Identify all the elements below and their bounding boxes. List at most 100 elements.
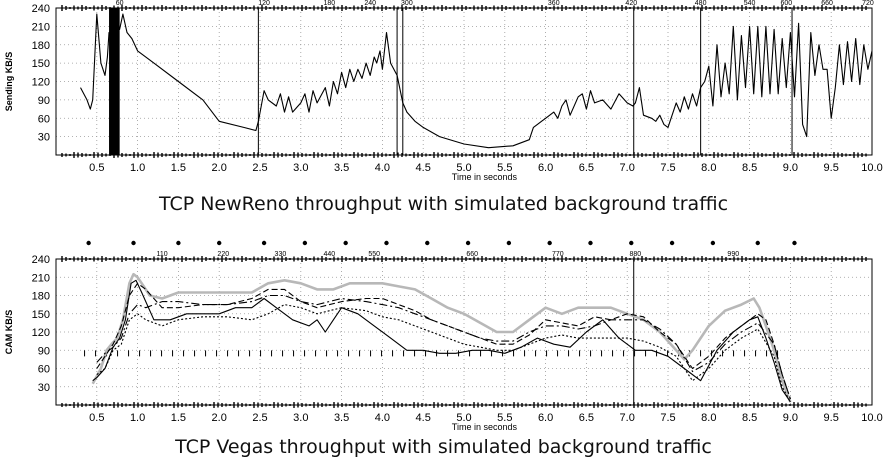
vegas-xtick-label: 3.5 (334, 412, 349, 424)
vegas-top-label: 660 (466, 251, 478, 258)
vegas-chart: 30 60 90 120 150 180 210 240 0.5 1.0 1.5 2.0 2.5 3.0 3… (4, 240, 883, 432)
vegas-event-dot (86, 240, 91, 246)
newreno-xtick-label: 1.5 (171, 162, 186, 174)
vegas-top-label: 880 (630, 251, 642, 258)
vegas-xtick-label: 1.5 (171, 412, 186, 424)
vegas-series-flow-3 (96, 304, 791, 403)
newreno-xtick-label: 9.5 (824, 162, 839, 174)
newreno-chart: 30 60 90 120 150 180 210 240 0.5 1.0 1.5 2.0 2.5 3.0 3… (4, 0, 883, 182)
newreno-dense-block (109, 8, 120, 155)
vegas-plot-frame (55, 258, 873, 406)
newreno-xtick-label: 3.0 (293, 162, 308, 174)
vegas-top-label: 440 (324, 251, 336, 258)
vegas-event-dot (629, 240, 634, 246)
newreno-ytick-label: 210 (32, 21, 50, 33)
newreno-top-label: 420 (625, 0, 637, 7)
vegas-xtick-label: 8.5 (742, 412, 757, 424)
vegas-event-dot (547, 240, 552, 246)
vegas-event-dot (425, 240, 430, 246)
newreno-xtick-label: 2.5 (252, 162, 267, 174)
newreno-xtick-label: 8.5 (742, 162, 757, 174)
newreno-event-ticks-bottom (61, 152, 867, 158)
vegas-event-dot (710, 240, 716, 246)
newreno-xtick-label: 0.5 (89, 162, 104, 174)
vegas-xtick-label: 5.5 (497, 412, 512, 424)
newreno-top-label: 240 (364, 0, 376, 7)
vegas-rtt-ticks (84, 350, 779, 357)
vegas-event-dot (792, 240, 797, 246)
vegas-event-dot (755, 240, 760, 246)
vegas-ytick-label: 240 (32, 254, 50, 266)
vegas-event-ticks-bottom (61, 402, 867, 408)
newreno-ytick-label: 240 (32, 3, 50, 15)
newreno-xtick-label: 6.5 (579, 162, 594, 174)
newreno-ytick-label: 30 (38, 132, 50, 144)
vegas-event-dot (465, 240, 471, 246)
newreno-xtick-label: 9.0 (783, 162, 798, 174)
vegas-top-label: 990 (727, 251, 739, 258)
vegas-xtick-label: 10.0 (861, 412, 882, 424)
newreno-event-ticks-top (61, 5, 867, 11)
newreno-xtick-label: 3.5 (334, 162, 349, 174)
vegas-xtick-label: 6.0 (538, 412, 553, 424)
newreno-top-label: 300 (401, 0, 413, 7)
newreno-xtick-label: 5.5 (497, 162, 512, 174)
newreno-ytick-label: 180 (32, 40, 50, 52)
vegas-ytick-label: 120 (32, 327, 50, 339)
newreno-top-label: 480 (695, 0, 707, 7)
newreno-top-label: 120 (258, 0, 270, 7)
vegas-series-aggregate (91, 272, 792, 403)
newreno-x-axis-label: Time in seconds (452, 172, 518, 182)
newreno-ytick-label: 90 (38, 95, 50, 107)
vegas-top-label: 110 (156, 251, 167, 258)
vegas-xtick-label: 3.0 (293, 412, 308, 424)
vegas-ytick-label: 210 (32, 272, 50, 284)
vegas-event-dot (669, 240, 675, 246)
vegas-xtick-label: 1.0 (130, 412, 145, 424)
vegas-top-label: 770 (552, 251, 564, 258)
newreno-xtick-label: 4.5 (416, 162, 431, 174)
vegas-xtick-label: 9.5 (824, 412, 839, 424)
newreno-top-label: 60 (116, 0, 124, 7)
vegas-xtick-label: 5.0 (456, 412, 471, 424)
vegas-xtick-label: 2.5 (252, 412, 267, 424)
vegas-ytick-label: 180 (32, 291, 50, 303)
vegas-event-dot (506, 240, 512, 246)
vegas-ytick-label: 30 (38, 382, 50, 394)
newreno-top-label: 660 (821, 0, 833, 7)
vegas-event-ticks-top (61, 256, 867, 262)
newreno-xtick-label: 4.0 (375, 162, 390, 174)
newreno-ytick-label: 60 (38, 113, 50, 125)
vegas-top-label: 220 (217, 251, 229, 258)
vegas-event-dot (384, 240, 389, 246)
newreno-xtick-label: 2.0 (212, 162, 227, 174)
vegas-y-axis-label: CAM KB/S (4, 310, 14, 355)
vegas-xtick-label: 8.0 (701, 412, 716, 424)
vegas-event-dot (261, 240, 267, 246)
vegas-xtick-label: 7.0 (620, 412, 635, 424)
newreno-plot-frame (55, 7, 873, 156)
vegas-xtick-label: 0.5 (89, 412, 104, 424)
vegas-series-flow-4 (96, 294, 791, 400)
vegas-ytick-label: 60 (38, 364, 50, 376)
vegas-xtick-label: 6.5 (579, 412, 594, 424)
vegas-xtick-label: 4.0 (375, 412, 390, 424)
vegas-event-dot (588, 240, 593, 246)
vegas-series-flow-1 (92, 279, 791, 403)
vegas-event-dot (343, 240, 348, 246)
newreno-ytick-label: 150 (32, 58, 50, 70)
vegas-event-dot (302, 240, 308, 246)
newreno-xtick-label: 7.5 (660, 162, 675, 174)
newreno-chart-caption: TCP NewReno throughput with simulated ba… (158, 193, 729, 215)
vegas-series-flow-2 (96, 282, 791, 400)
vegas-top-label: 550 (368, 251, 380, 258)
vegas-x-axis-label: Time in seconds (452, 422, 518, 432)
newreno-top-label: 540 (744, 0, 756, 7)
vegas-chart-caption: TCP Vegas throughput with simulated back… (175, 436, 712, 458)
newreno-y-axis-label: Sending KB/S (4, 52, 14, 112)
newreno-top-label: 360 (548, 0, 560, 7)
vegas-ytick-label: 150 (32, 309, 50, 321)
vegas-xtick-label: 2.0 (212, 412, 227, 424)
vegas-ytick-label: 90 (38, 345, 50, 357)
